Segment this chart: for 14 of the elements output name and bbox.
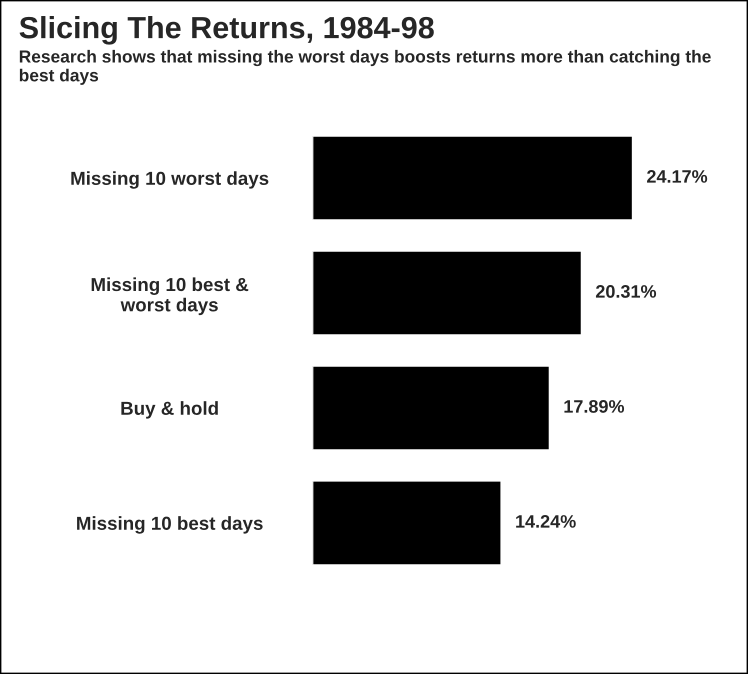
chart-title: Slicing The Returns, 1984-98 <box>20 16 434 45</box>
data-label: 20.31% <box>596 285 656 298</box>
data-label: 17.89% <box>564 400 624 413</box>
y-tick-label: Missing 10 worst days <box>71 171 268 189</box>
bar <box>312 250 582 336</box>
y-tick-label: Missing 10 best days <box>77 516 263 534</box>
chart-subtitle: Research shows that missing the worst days boosts returns more than catching the best days <box>20 50 711 85</box>
data-label: 14.24% <box>516 515 576 528</box>
data-label: 24.17% <box>647 170 708 183</box>
bar <box>312 365 550 451</box>
bar <box>312 480 502 566</box>
y-tick-label: Buy & hold <box>121 401 218 419</box>
bar <box>312 135 634 221</box>
y-tick-label: Missing 10 best & worst days <box>92 277 248 316</box>
